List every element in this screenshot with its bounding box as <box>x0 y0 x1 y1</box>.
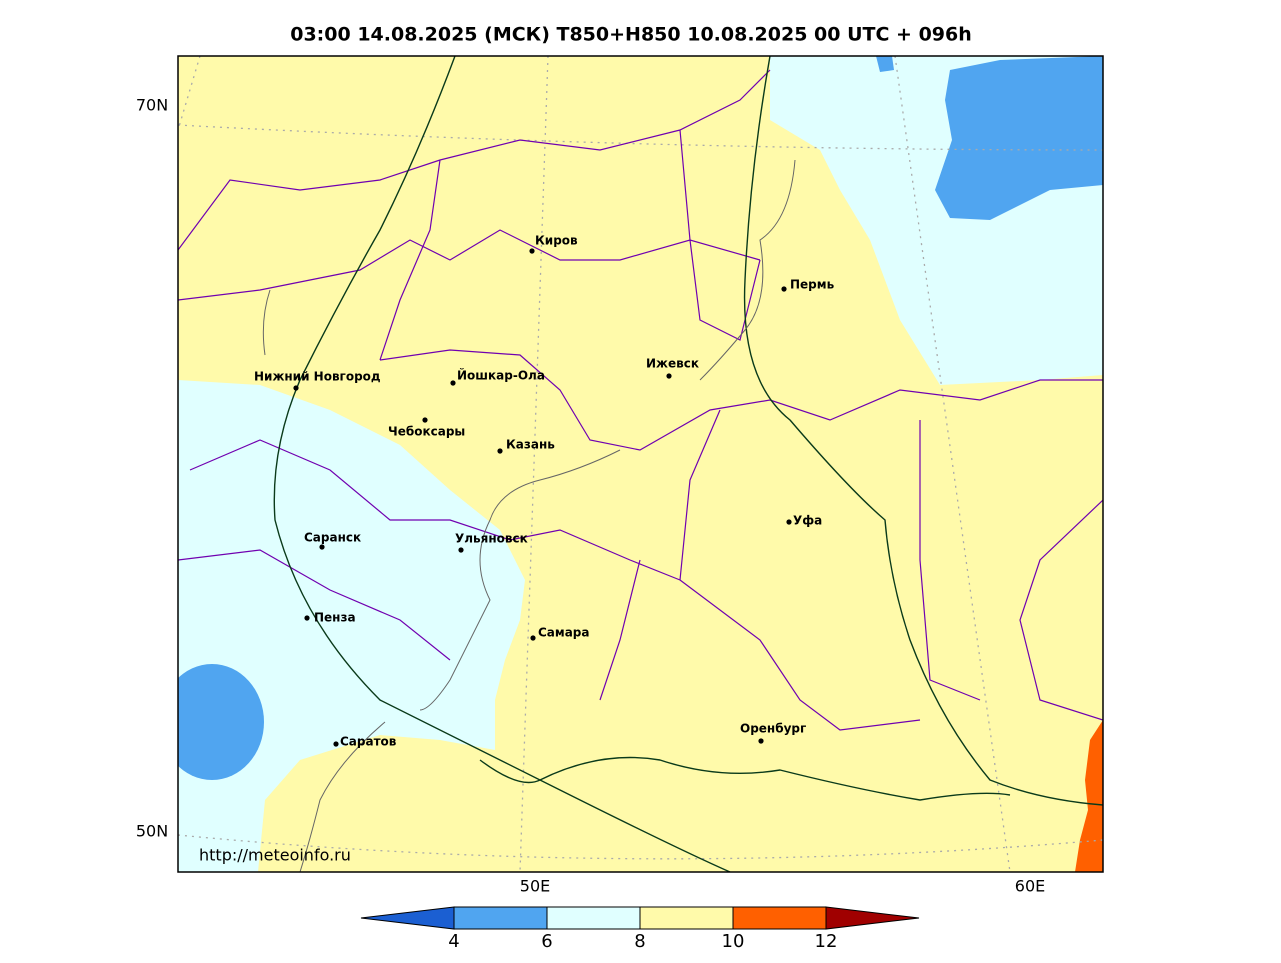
city-label: Саратов <box>340 735 397 749</box>
hot-area <box>1075 720 1103 872</box>
city-label: Пермь <box>790 278 835 292</box>
colorbar-tick-label: 8 <box>634 931 645 952</box>
city-dot <box>458 547 464 553</box>
colorbar-tick-label: 10 <box>722 931 745 952</box>
city-label: Оренбург <box>740 722 806 736</box>
city-dot <box>530 635 536 641</box>
lat-label: 70N <box>136 96 168 115</box>
city-label: Киров <box>535 234 578 248</box>
cool-area <box>178 380 525 872</box>
cold-area <box>935 56 1103 220</box>
lat-label: 50N <box>136 822 168 841</box>
city-dot <box>529 248 535 254</box>
city-dot <box>333 741 339 747</box>
map <box>178 56 1103 872</box>
city-dot <box>497 448 503 454</box>
city-dot <box>304 615 310 621</box>
colorbar-segment <box>639 906 734 930</box>
colorbar-extend <box>360 906 455 930</box>
colorbar-tick-label: 4 <box>448 931 459 952</box>
city-label: Чебоксары <box>388 425 465 439</box>
region-borders <box>178 69 1103 731</box>
lon-label: 50E <box>520 877 550 896</box>
graticule <box>178 56 1103 872</box>
cold-area <box>178 664 264 780</box>
boundary-lines <box>273 56 1103 872</box>
colorbar-extend <box>825 906 920 930</box>
city-dot <box>758 738 764 744</box>
cities: Киров Пермь Ижевск Нижний Новгород Йошкар-Ол… <box>254 234 835 749</box>
map-frame <box>177 55 1104 873</box>
city-dot <box>450 380 456 386</box>
city-label: Йошкар-Ола <box>457 368 545 383</box>
rivers <box>262 159 796 872</box>
colorbar-tick-label: 6 <box>541 931 552 952</box>
city-dot <box>781 286 787 292</box>
cold-area <box>876 56 894 72</box>
city-label: Ульяновск <box>455 532 528 546</box>
city-dot <box>666 373 672 379</box>
colorbar-segment <box>453 906 548 930</box>
city-label: Пенза <box>314 611 356 625</box>
city-dot <box>293 385 299 391</box>
city-label: Казань <box>506 438 555 452</box>
watermark: http://meteoinfo.ru <box>199 846 351 865</box>
colorbar-segment <box>732 906 827 930</box>
border-line <box>479 756 1011 801</box>
city-dot <box>786 519 792 525</box>
city-label: Самара <box>538 626 590 640</box>
city-dot <box>319 544 325 550</box>
colorbar: 4 6 8 10 12 <box>360 906 920 952</box>
colorbar-tick-label: 12 <box>815 931 838 952</box>
lon-label: 60E <box>1015 877 1045 896</box>
city-dot <box>422 417 428 423</box>
city-label: Саранск <box>304 531 361 545</box>
colorbar-segment <box>546 906 641 930</box>
title: 03:00 14.08.2025 (МСК) T850+H850 10.08.2… <box>290 24 972 46</box>
city-label: Нижний Новгород <box>254 370 381 384</box>
city-label: Ижевск <box>646 357 699 371</box>
city-label: Уфа <box>793 514 822 528</box>
